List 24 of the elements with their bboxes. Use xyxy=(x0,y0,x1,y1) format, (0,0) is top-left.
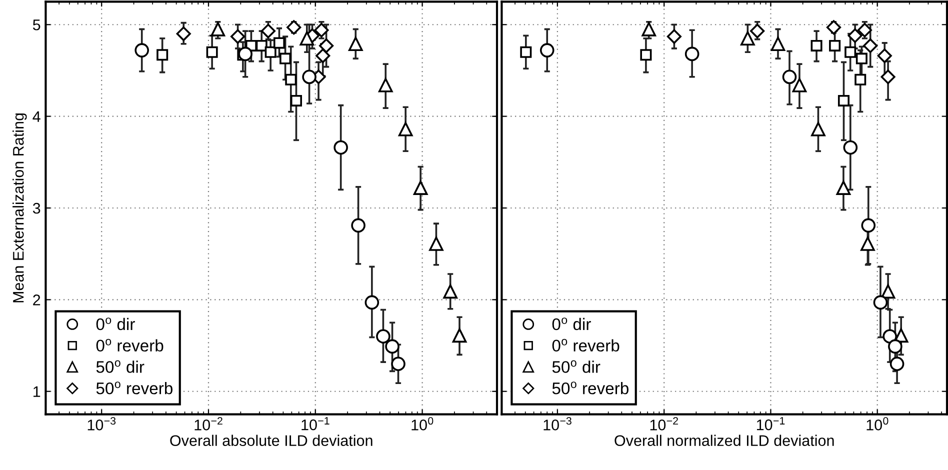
legend-label: 0$^{o}$ reverb xyxy=(552,338,620,352)
x-axis-title: Overall absolute ILD deviation xyxy=(170,434,372,446)
x-tick-label: 10$^{−2}$ xyxy=(194,417,222,430)
y-tick-label: 5 xyxy=(32,20,40,30)
x-tick-label: 10$^{0}$ xyxy=(412,417,434,430)
x-tick-label: 10$^{−3}$ xyxy=(544,417,572,430)
x-tick-label: 10$^{0}$ xyxy=(866,417,888,430)
x-tick-label: 10$^{−3}$ xyxy=(88,417,116,430)
y-tick-label: 2 xyxy=(33,294,40,306)
legend-label: 0$^{o}$ reverb xyxy=(96,338,164,352)
x-tick-label: 10$^{−1}$ xyxy=(302,417,330,430)
x-tick-label: 10$^{−1}$ xyxy=(756,417,785,430)
legend-label: 0$^{o}$ dir xyxy=(96,318,135,330)
legend-label: 0$^{o}$ dir xyxy=(552,318,591,330)
x-tick-label: 10$^{−2}$ xyxy=(650,417,678,430)
x-axis-title: Overall normalized ILD deviation xyxy=(614,434,834,446)
legend-label: 50$^{o}$ reverb xyxy=(552,382,628,394)
y-tick-label: 4 xyxy=(32,111,40,122)
y-axis-title: Mean Externalization Rating xyxy=(12,113,27,302)
legend-label: 50$^{o}$ dir xyxy=(552,360,600,373)
legend-label: 50$^{o}$ reverb xyxy=(96,382,172,394)
y-tick-label: 1 xyxy=(34,386,40,397)
legend-label: 50$^{o}$ dir xyxy=(96,360,144,373)
y-tick-label: 3 xyxy=(32,202,40,214)
